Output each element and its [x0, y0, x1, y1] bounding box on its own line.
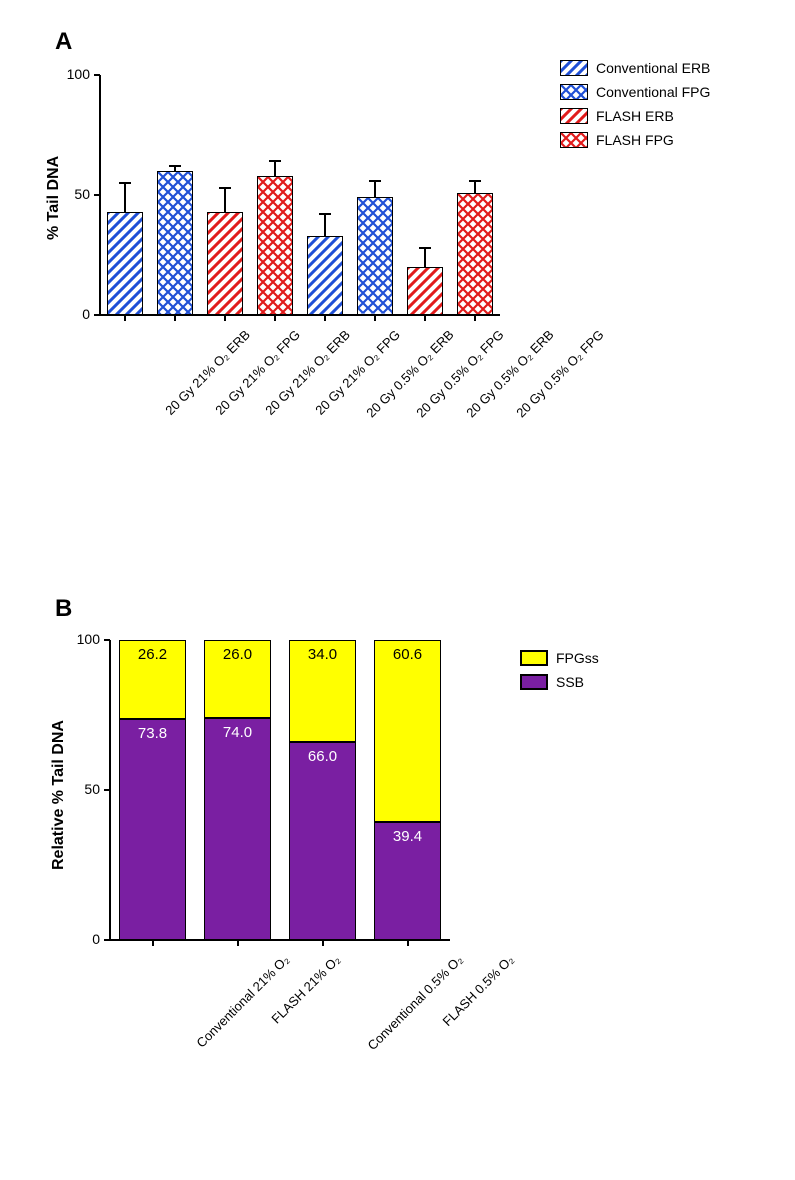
x-tick: [322, 940, 324, 946]
legend-swatch: [560, 132, 588, 148]
legend-item: FLASH FPG: [560, 132, 710, 148]
error-bar: [324, 214, 326, 236]
x-tick: [474, 315, 476, 321]
y-tick: [94, 314, 100, 316]
x-tick: [324, 315, 326, 321]
x-category-label: 20 Gy 21% O₂ ERB: [162, 327, 253, 418]
stack-top-value: 34.0: [289, 646, 355, 666]
error-bar-cap: [219, 187, 231, 189]
legend-swatch: [560, 84, 588, 100]
bar: [457, 193, 493, 315]
legend-label: FPGss: [556, 650, 599, 666]
y-axis-title: Relative % Tail DNA: [50, 720, 68, 870]
error-bar-cap: [469, 180, 481, 182]
x-category-label: 20 Gy 21% O₂ ERB: [262, 327, 353, 418]
error-bar: [374, 181, 376, 198]
bar: [257, 176, 293, 315]
x-tick: [274, 315, 276, 321]
legend-item: FLASH ERB: [560, 108, 710, 124]
bar: [207, 212, 243, 315]
x-tick: [224, 315, 226, 321]
y-tick-label: 100: [60, 631, 100, 649]
error-bar-cap: [269, 160, 281, 162]
x-category-label: 20 Gy 21% O₂ FPG: [212, 327, 303, 418]
y-tick: [104, 939, 110, 941]
legend-swatch: [560, 60, 588, 76]
error-bar: [224, 188, 226, 212]
x-tick: [152, 940, 154, 946]
y-tick-label: 0: [50, 306, 90, 324]
error-bar: [474, 181, 476, 193]
legend-label: SSB: [556, 674, 584, 690]
panel-b-legend: FPGss SSB: [520, 650, 599, 698]
x-tick: [374, 315, 376, 321]
x-tick: [174, 315, 176, 321]
legend-swatch: [520, 674, 548, 690]
panel-a-chart: 050100% Tail DNA: [100, 75, 500, 315]
x-category-label: 20 Gy 0.5% O₂ ERB: [463, 327, 556, 420]
stack-top: [374, 640, 440, 822]
legend-item: FPGss: [520, 650, 599, 666]
y-axis-title: % Tail DNA: [45, 156, 63, 240]
bar: [357, 197, 393, 315]
error-bar-cap: [119, 182, 131, 184]
stack-bottom: [289, 742, 355, 940]
legend-label: Conventional FPG: [596, 84, 710, 100]
legend-item: SSB: [520, 674, 599, 690]
legend-label: Conventional ERB: [596, 60, 710, 76]
x-tick: [407, 940, 409, 946]
bar: [307, 236, 343, 315]
page: A 050100% Tail DNA: [0, 0, 795, 1180]
y-tick-label: 100: [50, 66, 90, 84]
x-category-label: 20 Gy 0.5% O₂ FPG: [513, 327, 606, 420]
stack-bottom-value: 39.4: [374, 828, 440, 848]
legend-item: Conventional FPG: [560, 84, 710, 100]
panel-a-label: A: [55, 28, 72, 56]
y-tick: [94, 194, 100, 196]
stack-bottom-value: 66.0: [289, 748, 355, 768]
legend-item: Conventional ERB: [560, 60, 710, 76]
x-tick: [124, 315, 126, 321]
x-category-label: Conventional 0.5% O₂: [364, 952, 465, 1053]
stack-bottom-value: 74.0: [204, 724, 270, 744]
error-bar-cap: [169, 165, 181, 167]
stack-top-value: 26.0: [204, 646, 270, 666]
stack-bottom: [119, 719, 185, 940]
stack-bottom-value: 73.8: [119, 725, 185, 745]
legend-swatch: [560, 108, 588, 124]
error-bar-cap: [319, 213, 331, 215]
legend-label: FLASH ERB: [596, 108, 674, 124]
bar: [407, 267, 443, 315]
x-tick: [424, 315, 426, 321]
error-bar: [124, 183, 126, 212]
stack-top-value: 26.2: [119, 646, 185, 666]
error-bar-cap: [419, 247, 431, 249]
y-tick: [104, 639, 110, 641]
y-tick-label: 0: [60, 931, 100, 949]
legend-label: FLASH FPG: [596, 132, 674, 148]
error-bar: [274, 161, 276, 175]
error-bar-cap: [369, 180, 381, 182]
x-category-label: 20 Gy 0.5% O₂ FPG: [413, 327, 506, 420]
panel-b-chart: 050100Relative % Tail DNA26.273.8Convent…: [110, 640, 450, 940]
panel-a-legend: Conventional ERB Conventional FPG FLASH …: [560, 60, 710, 156]
stack-bottom: [204, 718, 270, 940]
x-category-label: Conventional 21% O₂: [193, 952, 291, 1050]
stack-top-value: 60.6: [374, 646, 440, 666]
error-bar: [424, 248, 426, 267]
x-tick: [237, 940, 239, 946]
legend-swatch: [520, 650, 548, 666]
bar: [107, 212, 143, 315]
y-tick: [94, 74, 100, 76]
panel-b-label: B: [55, 595, 72, 623]
y-tick: [104, 789, 110, 791]
bar: [157, 171, 193, 315]
